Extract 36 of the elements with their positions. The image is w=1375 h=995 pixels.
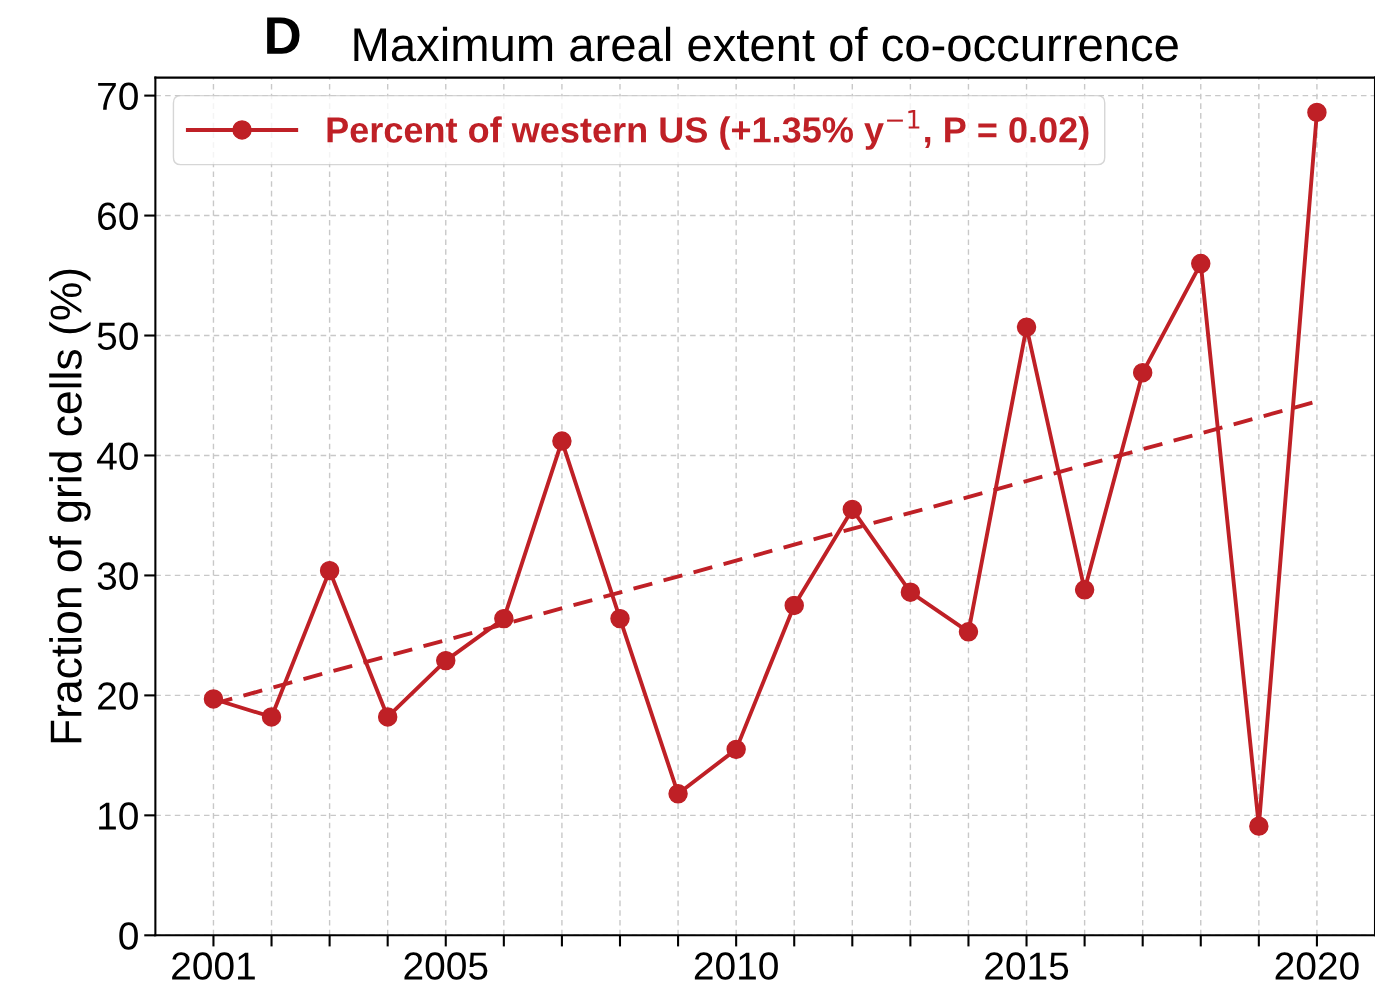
y-tick-label: 0 (119, 922, 138, 950)
y-tick-label: 60 (98, 202, 138, 231)
point (261, 707, 282, 727)
y-tick-label: 70 (98, 82, 138, 111)
point (1016, 317, 1037, 337)
y-tick-label: 20 (98, 682, 138, 710)
point (377, 707, 398, 727)
point (552, 431, 572, 451)
point (1074, 580, 1095, 600)
point (1191, 253, 1211, 274)
point (726, 739, 746, 760)
point (958, 622, 979, 642)
y-axis-title: Fraction of grid cells (%) (49, 269, 91, 743)
y-tick-label: 10 (99, 802, 138, 830)
y-tick-label: 50 (97, 322, 138, 350)
x-tick-label: 2020 (1275, 952, 1359, 980)
x-tick-label: 2010 (694, 952, 778, 980)
x-tick-label: 2001 (172, 952, 255, 980)
point (900, 582, 921, 602)
x-tick-label: 2015 (985, 952, 1069, 980)
point (436, 650, 456, 671)
legend-label: Percent of western US (+1.35% y$^{−1}$, P = 0.02) (327, 110, 1089, 150)
point (668, 784, 688, 804)
point (1132, 362, 1153, 383)
point (610, 608, 630, 629)
point (1249, 816, 1269, 836)
point (494, 608, 514, 629)
point (1307, 102, 1327, 123)
point (319, 560, 340, 581)
y-tick-label: 30 (97, 562, 138, 590)
text: D (267, 17, 300, 54)
chart-title: Maximum areal extent of co-occurrence (354, 26, 1178, 62)
y-tick-label: 40 (97, 442, 138, 470)
point (842, 499, 863, 520)
point (784, 595, 804, 616)
x-tick-label: 2005 (404, 952, 488, 980)
